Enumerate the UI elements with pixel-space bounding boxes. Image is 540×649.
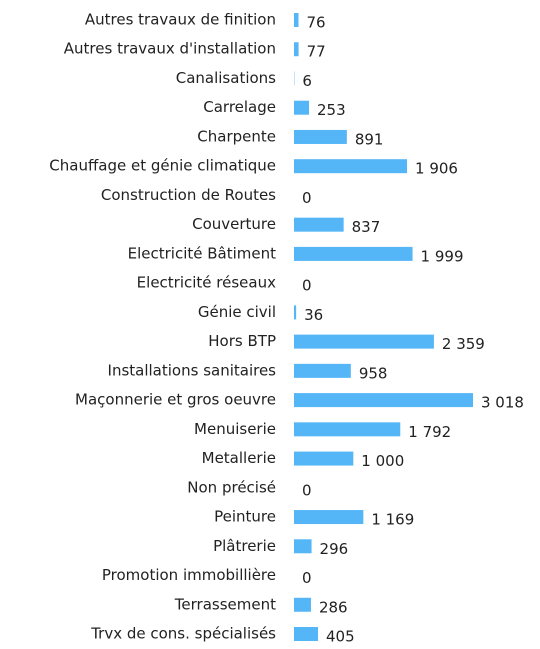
value-label: 958 — [359, 364, 388, 382]
category-label: Carrelage — [203, 98, 276, 116]
value-label: 1 906 — [415, 160, 458, 178]
value-label: 1 000 — [361, 452, 404, 470]
category-label: Menuiserie — [194, 420, 276, 438]
bar — [294, 246, 413, 261]
bar — [294, 159, 408, 174]
category-label: Promotion immobillière — [102, 566, 276, 584]
value-label: 36 — [304, 306, 323, 324]
category-label: Charpente — [197, 127, 276, 145]
category-label: Maçonnerie et gros oeuvre — [75, 391, 276, 409]
category-label: Couverture — [192, 215, 276, 233]
bar — [294, 100, 310, 115]
category-label: Metallerie — [202, 449, 276, 467]
bar — [294, 42, 299, 57]
category-label: Trvx de cons. spécialisés — [90, 625, 276, 643]
value-label: 286 — [319, 598, 348, 616]
bar — [294, 539, 312, 554]
category-label: Autres travaux d'installation — [64, 40, 276, 58]
value-label: 0 — [302, 481, 312, 499]
value-label: 3 018 — [481, 394, 524, 412]
value-label: 2 359 — [442, 335, 485, 353]
category-label: Non précisé — [187, 478, 276, 496]
value-label: 837 — [352, 218, 381, 236]
category-label: Terrassement — [174, 595, 276, 613]
bar — [294, 422, 401, 437]
bar — [294, 334, 434, 349]
category-label: Plâtrerie — [213, 537, 276, 555]
value-label: 405 — [326, 628, 355, 646]
value-label: 0 — [302, 277, 312, 295]
bar — [294, 217, 344, 232]
value-label: 0 — [302, 569, 312, 587]
category-label: Installations sanitaires — [108, 361, 277, 379]
bar — [294, 510, 364, 525]
category-label: Electricité réseaux — [137, 274, 276, 292]
category-label: Chauffage et génie climatique — [49, 157, 276, 175]
bar — [294, 393, 473, 408]
bar — [294, 129, 347, 144]
value-label: 77 — [307, 43, 326, 61]
category-label: Construction de Routes — [101, 186, 276, 204]
value-label: 1 169 — [371, 511, 414, 529]
value-label: 1 792 — [408, 423, 451, 441]
bar — [294, 597, 311, 612]
bar — [294, 451, 354, 466]
value-label: 1 999 — [421, 247, 464, 265]
category-label: Electricité Bâtiment — [128, 244, 277, 262]
bar — [294, 363, 351, 378]
bar — [294, 13, 299, 27]
value-label: 891 — [355, 130, 384, 148]
value-label: 76 — [307, 14, 326, 32]
category-label: Peinture — [214, 508, 276, 526]
bar — [294, 627, 319, 641]
value-label: 0 — [302, 189, 312, 207]
value-label: 253 — [317, 101, 346, 119]
category-label: Autres travaux de finition — [85, 11, 276, 29]
value-label: 6 — [302, 72, 312, 90]
value-label: 296 — [320, 540, 349, 558]
category-label: Hors BTP — [208, 332, 276, 350]
bar — [294, 305, 297, 320]
category-label: Canalisations — [176, 69, 276, 87]
category-label: Génie civil — [198, 303, 276, 321]
